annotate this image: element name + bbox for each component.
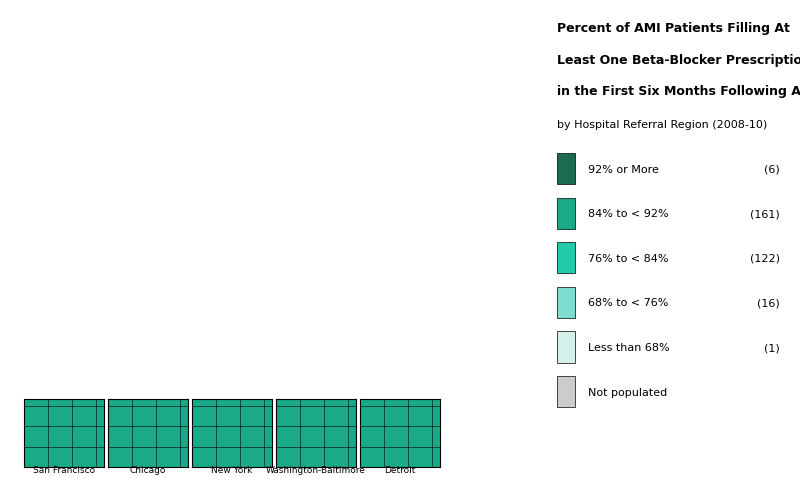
Text: (16): (16) (757, 298, 779, 308)
Text: by Hospital Referral Region (2008-10): by Hospital Referral Region (2008-10) (557, 120, 767, 130)
Text: Percent of AMI Patients Filling At: Percent of AMI Patients Filling At (557, 22, 790, 35)
Text: 84% to < 92%: 84% to < 92% (587, 209, 668, 219)
FancyBboxPatch shape (557, 376, 574, 408)
Text: 68% to < 76%: 68% to < 76% (587, 298, 668, 308)
Text: Washington-Baltimore: Washington-Baltimore (266, 465, 366, 474)
Text: in the First Six Months Following AMI: in the First Six Months Following AMI (557, 85, 800, 98)
FancyBboxPatch shape (557, 242, 574, 274)
Text: Not populated: Not populated (587, 387, 666, 397)
Text: (161): (161) (750, 209, 779, 219)
FancyBboxPatch shape (557, 198, 574, 229)
Text: Less than 68%: Less than 68% (587, 342, 669, 352)
Text: (6): (6) (764, 164, 779, 174)
Text: Detroit: Detroit (384, 465, 416, 474)
Text: 76% to < 84%: 76% to < 84% (587, 253, 668, 263)
Text: New York: New York (211, 465, 253, 474)
Text: (1): (1) (764, 342, 779, 352)
Text: Chicago: Chicago (130, 465, 166, 474)
Text: (122): (122) (750, 253, 779, 263)
FancyBboxPatch shape (557, 287, 574, 318)
FancyBboxPatch shape (557, 332, 574, 363)
Text: 92% or More: 92% or More (587, 164, 658, 174)
Text: San Francisco: San Francisco (33, 465, 95, 474)
FancyBboxPatch shape (557, 153, 574, 185)
Text: Least One Beta-Blocker Prescription: Least One Beta-Blocker Prescription (557, 53, 800, 66)
